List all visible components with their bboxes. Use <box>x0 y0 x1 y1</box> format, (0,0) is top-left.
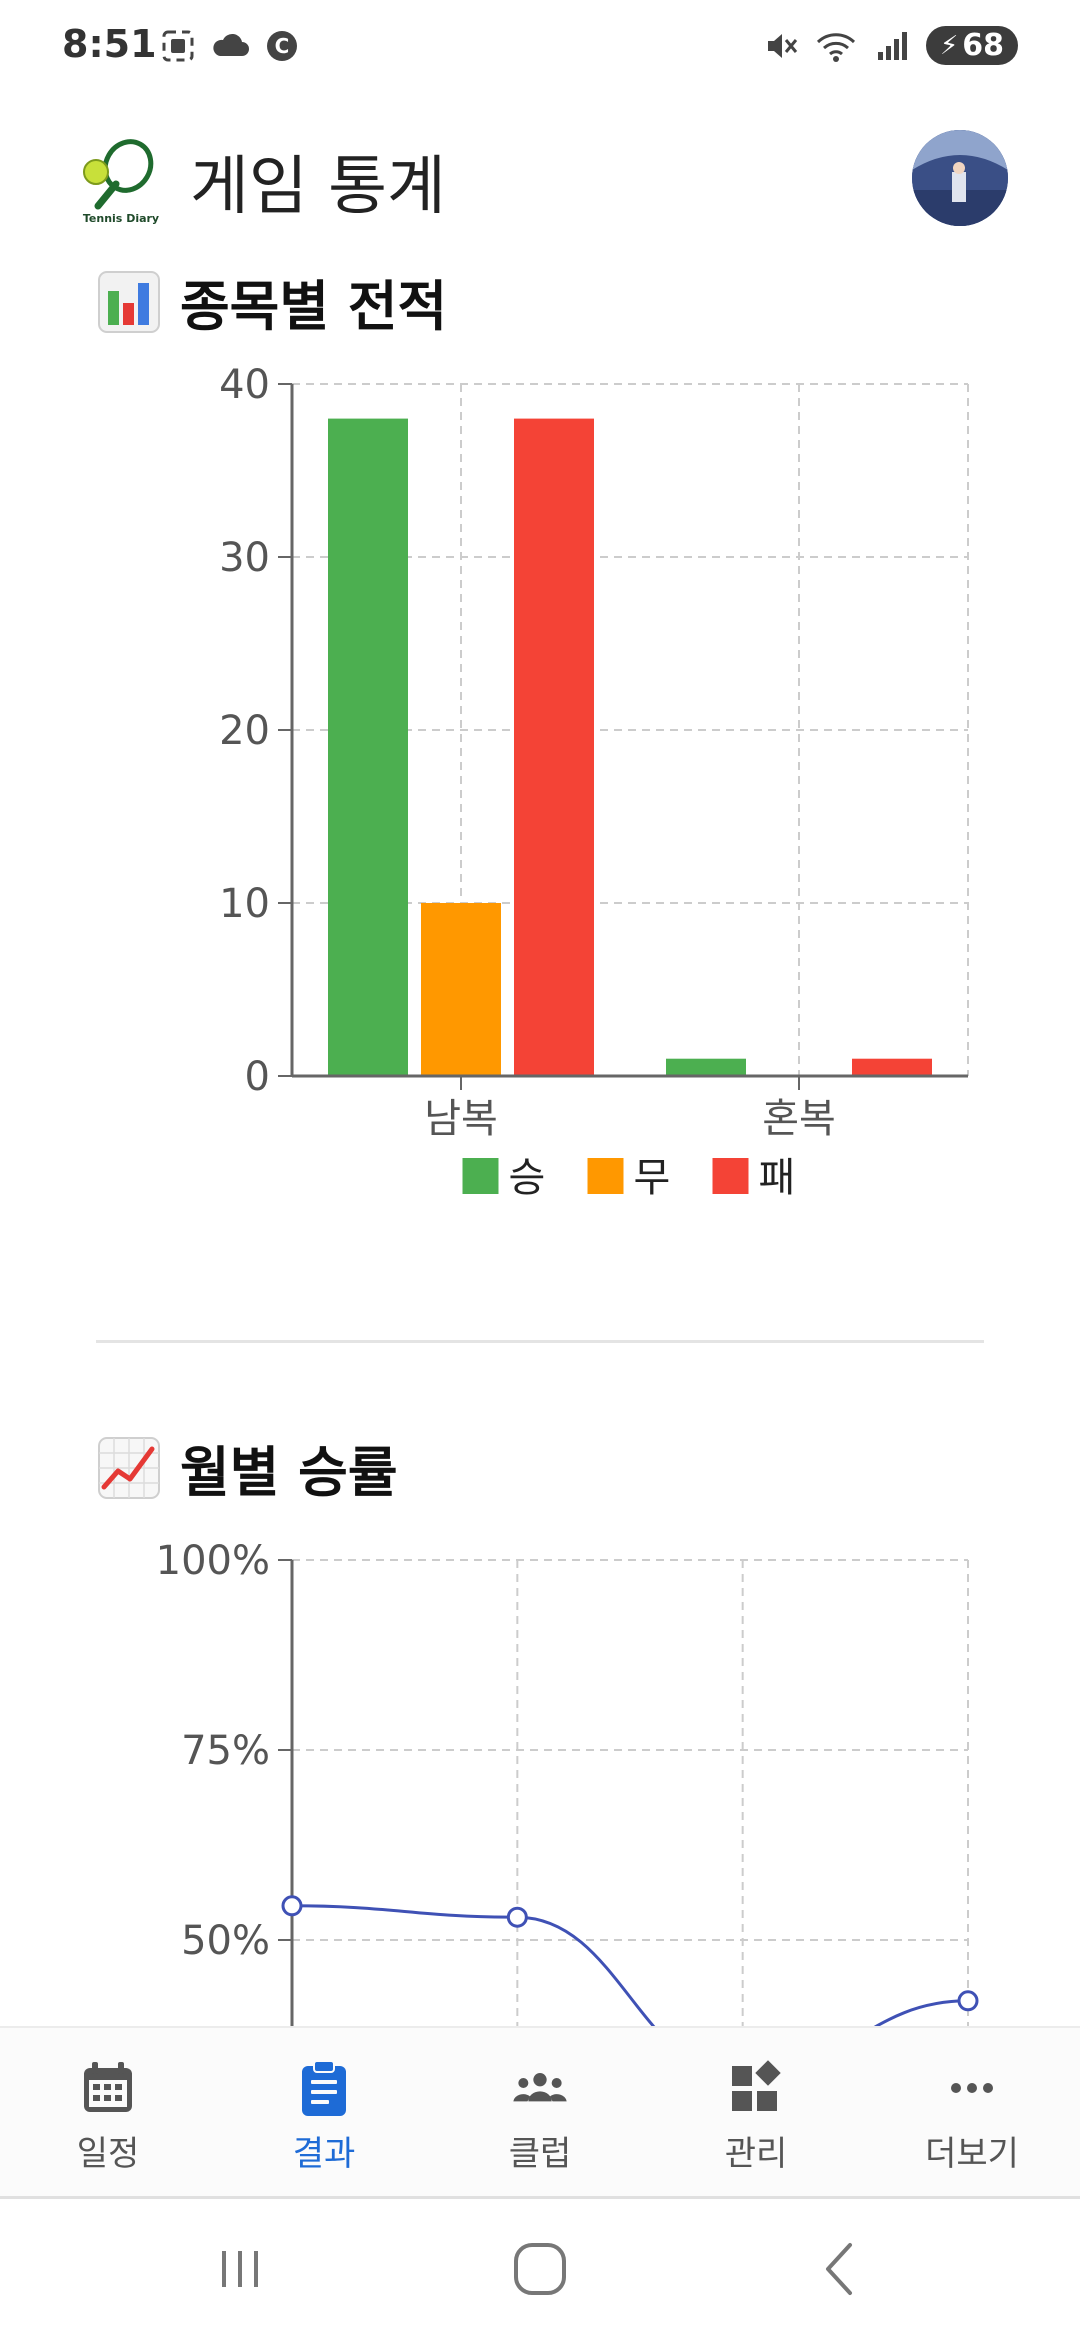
nav-item-club[interactable]: 클럽 <box>432 2028 648 2198</box>
winrate-title-text: 월별 승률 <box>180 1428 398 1507</box>
bar <box>514 419 594 1076</box>
y-tick-label: 50% <box>181 1918 270 1964</box>
home-icon[interactable] <box>508 2239 572 2299</box>
winrate-section-title: 월별 승률 <box>96 1428 398 1507</box>
x-tick-label: 혼복 <box>762 1096 836 1142</box>
legend-swatch <box>588 1158 624 1194</box>
record-title-text: 종목별 전적 <box>180 262 447 341</box>
cloud-icon <box>210 28 250 64</box>
bar <box>421 903 501 1076</box>
wifi-icon <box>814 28 858 64</box>
y-tick-label: 100% <box>156 1538 270 1584</box>
widgets-icon <box>726 2058 786 2118</box>
nav-item-schedule[interactable]: 일정 <box>0 2028 216 2198</box>
bar <box>328 419 408 1076</box>
y-tick-label: 10 <box>219 881 270 927</box>
bottom-nav: 일정 결과 클럽 관리 <box>0 2026 1080 2198</box>
charging-icon: ⚡ <box>940 31 958 61</box>
nav-item-manage[interactable]: 관리 <box>648 2028 864 2198</box>
data-point <box>508 1908 526 1926</box>
page-title: 게임 통계 <box>190 135 446 227</box>
clipboard-icon <box>294 2058 354 2118</box>
record-bar-chart: 0 10 20 30 40 남복 혼복승 무 패 <box>0 360 1080 1240</box>
nav-item-results[interactable]: 결과 <box>216 2028 432 2198</box>
nav-item-more[interactable]: 더보기 <box>864 2028 1080 2198</box>
nav-label-club: 클럽 <box>509 2126 572 2175</box>
c-badge-icon: C <box>264 28 300 64</box>
system-nav-bar <box>0 2199 1080 2340</box>
y-tick-label: 20 <box>219 708 270 754</box>
trending-up-icon <box>96 1435 162 1501</box>
signal-icon <box>874 28 910 64</box>
series-line <box>292 1906 968 2026</box>
bar-chart-icon <box>96 269 162 335</box>
battery-level: 68 <box>962 28 1004 63</box>
legend-swatch <box>713 1158 749 1194</box>
status-left-icons: C <box>160 28 300 64</box>
avatar[interactable] <box>912 130 1008 226</box>
record-section-title: 종목별 전적 <box>96 262 447 341</box>
app-header: Tennis Diary 게임 통계 <box>0 120 1080 240</box>
nav-label-results: 결과 <box>293 2126 356 2175</box>
status-time: 8:51 <box>62 22 157 66</box>
svg-text:Tennis Diary: Tennis Diary <box>83 212 159 225</box>
recent-apps-icon[interactable] <box>210 2239 270 2299</box>
winrate-line-chart: 25%50%75%100% <box>0 1530 1080 2026</box>
legend-label: 패 <box>759 1155 796 1201</box>
legend-label: 승 <box>509 1155 546 1201</box>
screenshot-icon <box>160 28 196 64</box>
y-tick-label: 40 <box>219 362 270 408</box>
bar <box>666 1059 746 1076</box>
more-icon <box>942 2058 1002 2118</box>
back-icon[interactable] <box>810 2239 870 2299</box>
group-icon <box>510 2058 570 2118</box>
status-right-icons: ⚡ 68 <box>762 26 1018 65</box>
data-point <box>283 1897 301 1915</box>
data-point <box>959 1992 977 2010</box>
legend-label: 무 <box>634 1155 671 1201</box>
calendar-icon <box>78 2058 138 2118</box>
avatar-image <box>912 130 1008 226</box>
section-divider <box>96 1340 984 1343</box>
legend-swatch <box>463 1158 499 1194</box>
nav-label-schedule: 일정 <box>77 2126 140 2175</box>
tennis-diary-logo: Tennis Diary <box>76 136 166 226</box>
y-tick-label: 30 <box>219 535 270 581</box>
status-bar: 8:51 C ⚡ <box>0 0 1080 95</box>
y-tick-label: 75% <box>181 1728 270 1774</box>
bar <box>852 1059 932 1076</box>
y-tick-label: 0 <box>245 1054 270 1100</box>
x-tick-label: 남복 <box>424 1096 498 1142</box>
nav-label-manage: 관리 <box>725 2126 788 2175</box>
mute-icon <box>762 28 798 64</box>
battery-indicator: ⚡ 68 <box>926 26 1018 65</box>
nav-label-more: 더보기 <box>925 2126 1019 2175</box>
svg-text:C: C <box>275 34 290 58</box>
